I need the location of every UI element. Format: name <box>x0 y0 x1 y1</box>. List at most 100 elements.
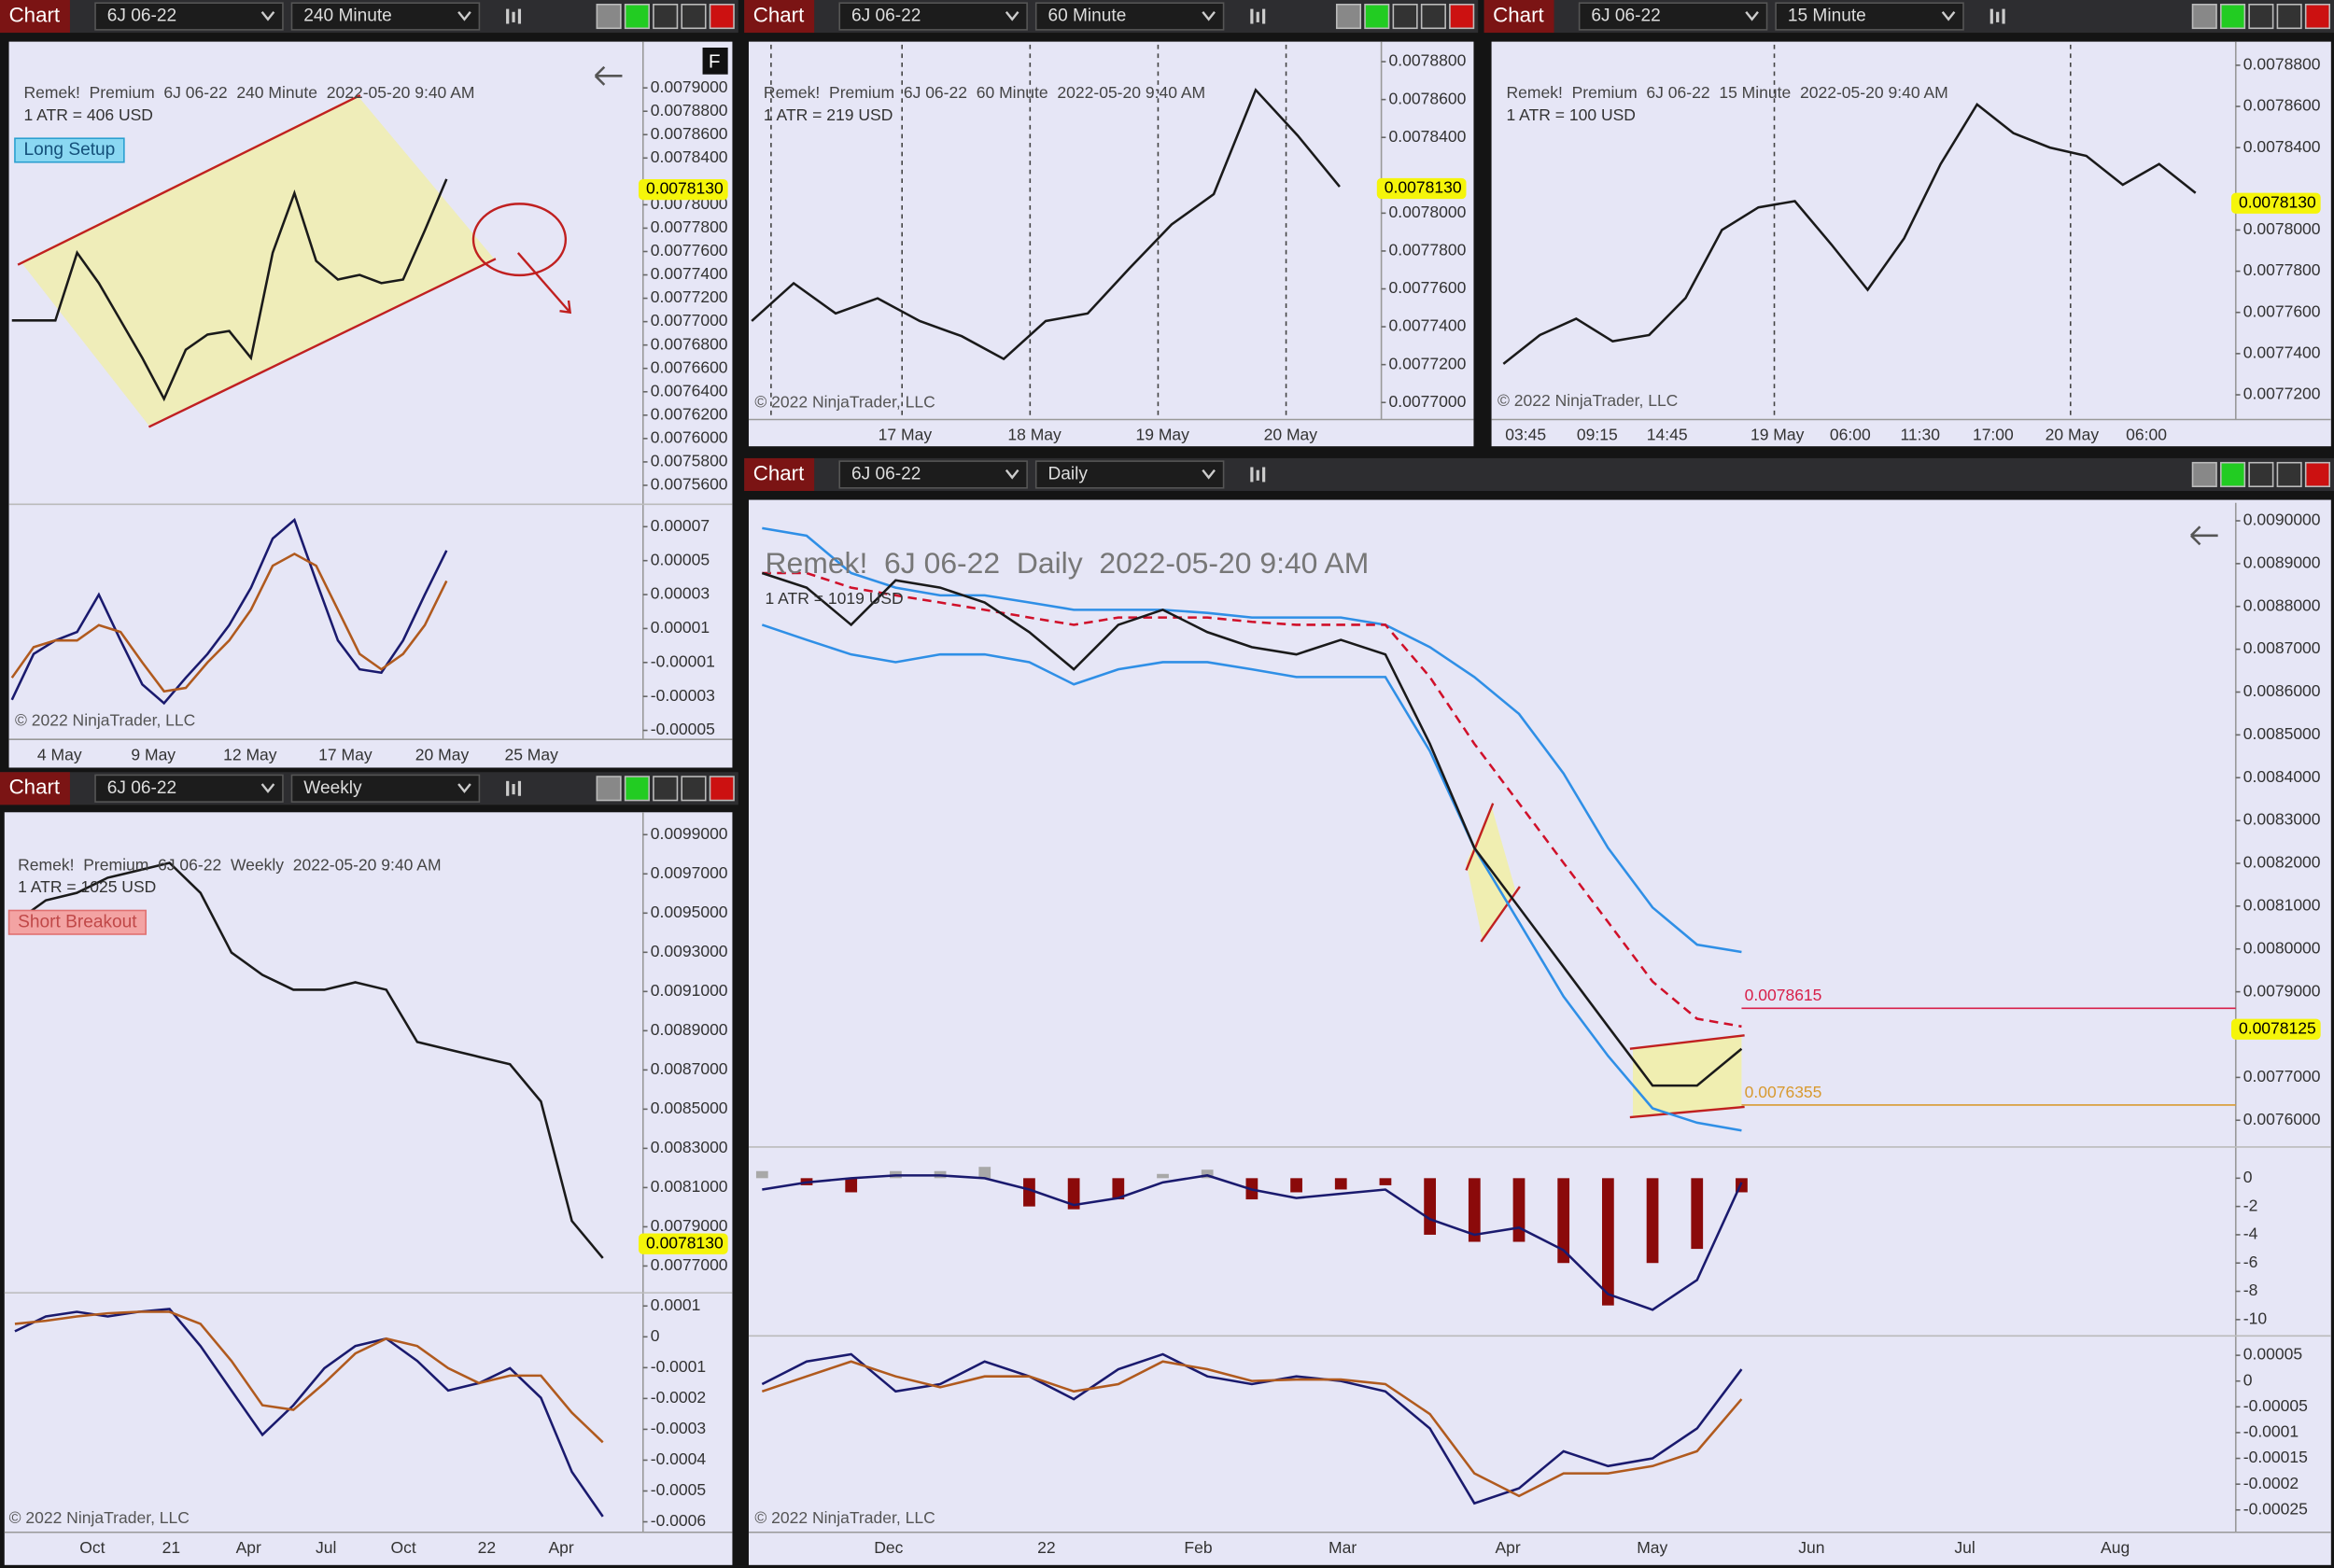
y-tick-label: 0.00001 <box>651 618 710 637</box>
toolbar-icon[interactable] <box>1262 8 1266 24</box>
instrument-label: 6J 06-22 <box>107 7 176 26</box>
y-tick-label: 0.0077200 <box>1389 354 1467 372</box>
y-tick-label: 0.0089000 <box>2243 553 2321 571</box>
histogram-line <box>762 1174 1743 1311</box>
channel-fill <box>21 95 495 426</box>
flag-label: F <box>709 50 721 72</box>
interval-label: 15 Minute <box>1788 7 1866 26</box>
window-button-link[interactable] <box>624 776 650 802</box>
window-button-gray[interactable] <box>2191 461 2217 488</box>
chart-tab[interactable] <box>1483 0 1554 34</box>
level-label: 0.0078615 <box>1745 986 1822 1004</box>
instrument-selector[interactable] <box>838 2 1028 31</box>
y-tick-label: 0.0077600 <box>2243 301 2321 320</box>
y-tick-label: 0.0077200 <box>651 287 728 306</box>
price-line <box>11 178 448 402</box>
instrument-selector[interactable] <box>94 774 284 803</box>
window-close[interactable] <box>2304 3 2331 30</box>
toolbar-icon[interactable] <box>1996 11 2000 22</box>
back-arrow[interactable] <box>2190 525 2218 546</box>
interval-selector[interactable] <box>290 774 481 803</box>
y-tick-label: 0.0091000 <box>651 981 728 1000</box>
chart-tab[interactable] <box>0 0 70 34</box>
window-maximize[interactable] <box>2276 461 2302 488</box>
chart-background <box>748 499 2331 1565</box>
last-price-marker <box>638 1233 728 1254</box>
toolbar-icon[interactable] <box>1990 8 1993 24</box>
window-maximize[interactable] <box>681 3 707 30</box>
y-tick-label: 0.0078800 <box>1389 51 1467 70</box>
interval-selector[interactable] <box>1034 460 1225 489</box>
toolbar-icon[interactable] <box>512 11 515 22</box>
window-maximize[interactable] <box>1420 3 1446 30</box>
toolbar-icon[interactable] <box>517 8 522 24</box>
toolbar-icon[interactable] <box>517 780 522 796</box>
atr-label: 1 ATR = 1019 USD <box>766 589 904 608</box>
window-minimize[interactable] <box>1392 3 1418 30</box>
chart-tab[interactable] <box>0 772 70 805</box>
y-tick-label: 0.0001 <box>651 1295 701 1314</box>
window-button-gray[interactable] <box>596 3 622 30</box>
toolbar-icon[interactable] <box>1262 467 1266 483</box>
oscillator-line <box>10 517 448 706</box>
window-maximize[interactable] <box>2276 3 2302 30</box>
last-price-label: 0.0078130 <box>646 1233 724 1252</box>
target-arrow <box>516 252 572 315</box>
x-tick-label: Oct <box>390 1538 415 1557</box>
window-minimize[interactable] <box>2248 461 2274 488</box>
y-tick-label: 0.0078400 <box>2243 137 2321 156</box>
instrument-selector[interactable] <box>1578 2 1768 31</box>
window-minimize[interactable] <box>2248 3 2274 30</box>
interval-label: 240 Minute <box>303 7 392 26</box>
toolbar-icon[interactable] <box>1256 11 1259 22</box>
toolbar-icon[interactable] <box>506 780 510 796</box>
instrument-label: 6J 06-22 <box>851 7 921 26</box>
window-button-link[interactable] <box>624 3 650 30</box>
chart-tab[interactable] <box>744 457 815 491</box>
x-tick-label: Mar <box>1329 1538 1357 1557</box>
interval-selector[interactable] <box>290 2 481 31</box>
toolbar-icon[interactable] <box>1256 469 1259 481</box>
y-tick-label: -0.00015 <box>2243 1448 2308 1466</box>
y-tick-label: 0.0078000 <box>2243 219 2321 238</box>
chart-tab[interactable] <box>744 0 815 34</box>
window-maximize[interactable] <box>681 776 707 802</box>
chart-header: Remek! Premium 6J 06-22 15 Minute 2022-0… <box>1507 83 1948 102</box>
y-tick-label: 0.0078600 <box>651 124 728 143</box>
window-minimize[interactable] <box>653 3 679 30</box>
instrument-selector[interactable] <box>838 460 1028 489</box>
y-tick-label: 0.0097000 <box>651 863 728 882</box>
y-tick-label: -0.0004 <box>651 1449 707 1468</box>
interval-selector[interactable] <box>1775 2 1964 31</box>
histogram-bar <box>1601 1178 1614 1306</box>
toolbar-icon[interactable] <box>1250 8 1254 24</box>
window-button-link[interactable] <box>2220 461 2246 488</box>
y-tick-label: -0.00025 <box>2243 1499 2308 1518</box>
window-button-gray[interactable] <box>1335 3 1362 30</box>
chart-header: Remek! 6J 06-22 Daily 2022-05-20 9:40 AM <box>766 546 1370 580</box>
window-button-gray[interactable] <box>2191 3 2217 30</box>
y-tick-label: -6 <box>2243 1253 2258 1271</box>
x-tick-label: 4 May <box>37 745 82 763</box>
toolbar-icon[interactable] <box>512 784 515 795</box>
window-button-gray[interactable] <box>596 776 622 802</box>
toolbar-icon[interactable] <box>506 8 510 24</box>
window-close[interactable] <box>1449 3 1475 30</box>
window-close[interactable] <box>2304 461 2331 488</box>
window-button-link[interactable] <box>1364 3 1390 30</box>
toolbar-icon[interactable] <box>1250 467 1254 483</box>
x-tick-label: Jun <box>1798 1538 1824 1557</box>
x-tick-label: 21 <box>162 1538 180 1557</box>
window-close[interactable] <box>709 3 735 30</box>
window-close[interactable] <box>709 776 735 802</box>
trend-line <box>148 258 497 428</box>
window-button-link[interactable] <box>2220 3 2246 30</box>
toolbar-icon[interactable] <box>2002 8 2005 24</box>
back-arrow[interactable] <box>594 65 623 86</box>
interval-selector[interactable] <box>1034 2 1225 31</box>
window-minimize[interactable] <box>653 776 679 802</box>
instrument-selector[interactable] <box>94 2 284 31</box>
y-tick-label: 0.0087000 <box>651 1059 728 1078</box>
y-tick-label: -0.00005 <box>651 720 715 738</box>
